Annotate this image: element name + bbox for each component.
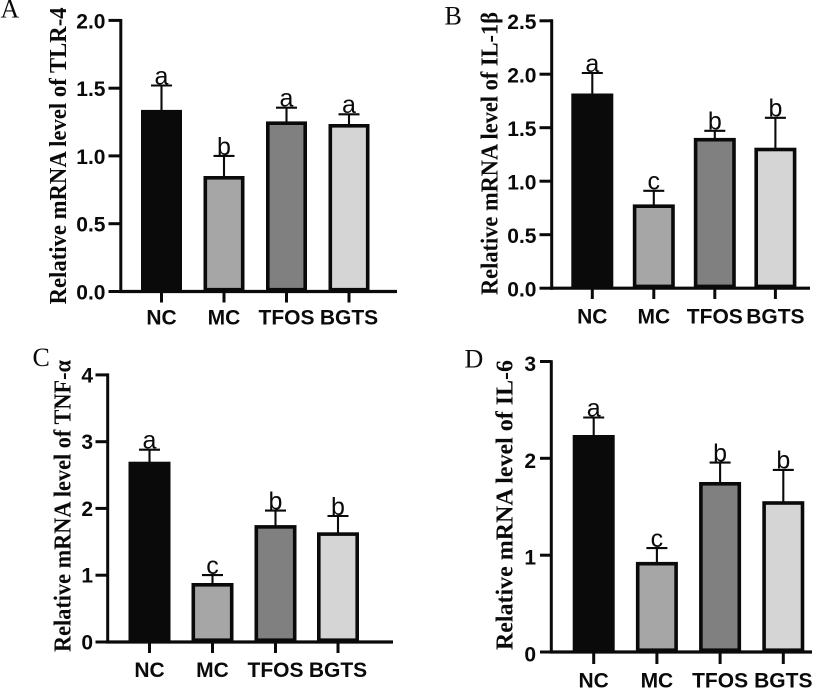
svg-text:TFOS: TFOS [248, 659, 304, 682]
svg-text:D: D [465, 345, 484, 374]
svg-text:Relative mRNA level of IL-6: Relative mRNA level of IL-6 [493, 360, 519, 650]
svg-text:a: a [587, 394, 601, 422]
svg-text:a: a [155, 62, 169, 90]
svg-text:a: a [280, 85, 294, 113]
svg-text:MC: MC [637, 306, 670, 329]
svg-text:2.0: 2.0 [507, 65, 536, 88]
svg-text:c: c [651, 525, 664, 553]
svg-text:2: 2 [524, 450, 536, 473]
svg-text:NC: NC [579, 670, 609, 690]
svg-text:c: c [648, 168, 661, 196]
svg-text:b: b [269, 487, 283, 515]
svg-text:b: b [713, 439, 727, 467]
svg-text:1.5: 1.5 [76, 78, 106, 101]
svg-text:TFOS: TFOS [687, 306, 743, 329]
svg-text:MC: MC [208, 307, 241, 330]
svg-text:0.5: 0.5 [76, 214, 106, 237]
svg-text:BGTS: BGTS [320, 307, 378, 330]
svg-text:A: A [1, 0, 20, 24]
svg-text:NC: NC [134, 659, 164, 682]
svg-text:C: C [33, 343, 50, 372]
svg-text:2: 2 [81, 498, 93, 521]
svg-text:B: B [445, 2, 462, 31]
svg-text:3: 3 [524, 353, 536, 376]
svg-text:1: 1 [81, 565, 93, 588]
svg-text:b: b [776, 447, 790, 475]
svg-text:b: b [708, 108, 722, 136]
svg-text:BGTS: BGTS [754, 670, 812, 690]
svg-text:b: b [768, 95, 782, 123]
svg-text:a: a [585, 50, 599, 78]
svg-text:0: 0 [524, 644, 536, 667]
svg-text:0: 0 [81, 632, 93, 655]
svg-text:BGTS: BGTS [746, 306, 804, 329]
svg-text:b: b [217, 133, 231, 161]
svg-text:TFOS: TFOS [259, 307, 315, 330]
svg-text:Relative mRNA level of IL-1β: Relative mRNA level of IL-1β [478, 12, 504, 295]
svg-text:3: 3 [81, 431, 93, 454]
svg-text:1: 1 [524, 547, 536, 570]
svg-text:1.0: 1.0 [507, 172, 536, 195]
svg-text:c: c [206, 552, 219, 580]
svg-text:a: a [143, 427, 157, 455]
svg-text:Relative mRNA level of TLR-4: Relative mRNA level of TLR-4 [46, 7, 72, 304]
svg-text:1.5: 1.5 [507, 118, 537, 141]
svg-text:4: 4 [81, 364, 93, 387]
svg-text:0.0: 0.0 [76, 282, 105, 305]
svg-text:0.0: 0.0 [507, 279, 536, 302]
svg-text:a: a [342, 91, 356, 119]
svg-text:Relative mRNA level of TNF-α: Relative mRNA level of TNF-α [51, 359, 77, 652]
svg-text:NC: NC [577, 306, 607, 329]
svg-text:0.5: 0.5 [507, 225, 537, 248]
svg-text:b: b [331, 493, 345, 521]
svg-text:2.5: 2.5 [507, 11, 537, 34]
svg-text:NC: NC [146, 307, 176, 330]
svg-text:2.0: 2.0 [76, 10, 105, 33]
svg-text:MC: MC [641, 670, 674, 690]
svg-text:BGTS: BGTS [309, 659, 367, 682]
svg-text:TFOS: TFOS [692, 670, 748, 690]
svg-text:MC: MC [196, 659, 229, 682]
svg-text:1.0: 1.0 [76, 146, 105, 169]
